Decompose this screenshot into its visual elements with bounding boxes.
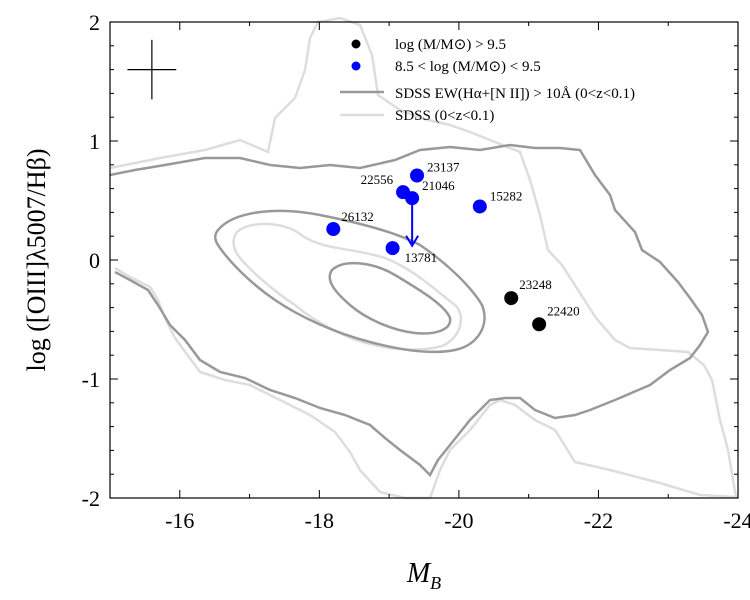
legend-label-0: log (M/M⊙) > 9.5 [395, 37, 506, 53]
sdss-light-mid-contour [232, 222, 463, 351]
legend-label-1: 8.5 < log (M/M⊙) < 9.5 [395, 59, 541, 75]
x-tick-label: -24 [723, 508, 750, 533]
data-points: 23248 22420 23137 22556 21046 15282 26132 13781 [326, 160, 580, 332]
y-axis-title: log ([OIII]λ5007/Hβ) [22, 149, 51, 372]
y-tick-label: -1 [82, 367, 100, 392]
x-axis-title-sub: B [430, 573, 441, 593]
legend: log (M/M⊙) > 9.5 8.5 < log (M/M⊙) < 9.5 … [340, 37, 635, 124]
point-label-23137: 23137 [427, 160, 460, 175]
x-axis-title: MB [406, 558, 441, 593]
point-23248 [504, 291, 519, 306]
legend-label-3: SDSS (0<z<0.1) [395, 108, 494, 124]
point-label-13781: 13781 [405, 250, 438, 265]
point-label-15282: 15282 [490, 188, 523, 203]
x-axis-title-main: M [406, 558, 432, 589]
sdss-dark-inner-contour [328, 261, 452, 335]
arrow-head [405, 235, 419, 248]
x-tick-label: -16 [165, 508, 194, 533]
point-15282 [472, 199, 487, 214]
y-tick-label: 2 [89, 10, 100, 35]
sdss-dark-outer-contour [109, 143, 710, 478]
point-label-22420: 22420 [547, 303, 580, 318]
sdss-contours-light [109, 16, 738, 500]
legend-marker-black [351, 39, 361, 49]
x-tick-label: -22 [584, 508, 613, 533]
point-23137 [410, 168, 425, 183]
point-label-21046: 21046 [422, 178, 455, 193]
sdss-light-outer-contour [109, 16, 738, 500]
sdss-dark-mid-contour [214, 209, 486, 354]
point-21046 [405, 191, 420, 206]
legend-label-2: SDSS EW(Hα+[N II]) > 10Å (0<z<0.1) [395, 86, 635, 102]
y-tick-label: 0 [89, 248, 100, 273]
upper-limit-arrow [405, 202, 419, 248]
point-22420 [532, 317, 547, 332]
sdss-contours-dark [109, 143, 710, 478]
legend-marker-blue [351, 61, 361, 71]
y-tick-label: -2 [82, 486, 100, 511]
x-tick-label: -18 [305, 508, 334, 533]
axes: -16 -18 -20 -22 -24 -2 -1 0 1 2 [82, 10, 750, 533]
point-label-22556: 22556 [361, 172, 394, 187]
point-13781 [385, 241, 400, 256]
point-label-26132: 26132 [341, 209, 374, 224]
error-bar-cross [127, 39, 177, 100]
y-tick-label: 1 [89, 129, 100, 154]
point-label-23248: 23248 [519, 277, 552, 292]
x-tick-label: -20 [444, 508, 473, 533]
point-26132 [326, 222, 341, 237]
